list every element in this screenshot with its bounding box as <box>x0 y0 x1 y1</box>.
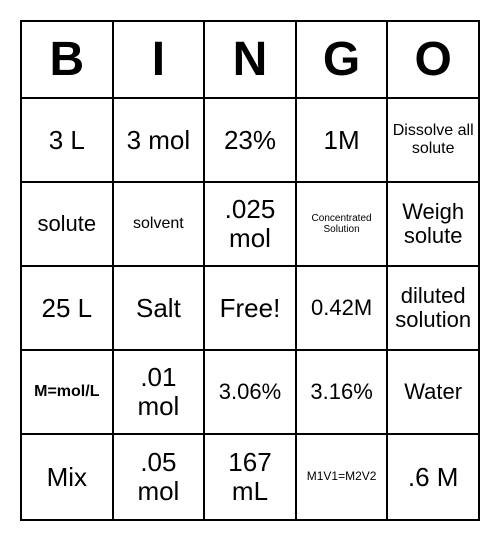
bingo-cell[interactable]: Free! <box>205 267 297 351</box>
grid-row: solutesolvent.025 molConcentrated Soluti… <box>22 183 478 267</box>
bingo-cell[interactable]: solvent <box>114 183 206 267</box>
bingo-cell[interactable]: M=mol/L <box>22 351 114 435</box>
bingo-cell[interactable]: Concentrated Solution <box>297 183 389 267</box>
bingo-cell[interactable]: diluted solution <box>388 267 478 351</box>
bingo-cell[interactable]: 23% <box>205 99 297 183</box>
bingo-card: B I N G O 3 L3 mol23%1MDissolve all solu… <box>20 20 480 521</box>
header-n: N <box>205 22 297 99</box>
bingo-cell[interactable]: .01 mol <box>114 351 206 435</box>
bingo-header-row: B I N G O <box>22 22 478 99</box>
bingo-cell[interactable]: Dissolve all solute <box>388 99 478 183</box>
bingo-cell[interactable]: 0.42M <box>297 267 389 351</box>
bingo-cell[interactable]: M1V1=M2V2 <box>297 435 389 519</box>
header-o: O <box>388 22 478 99</box>
bingo-cell[interactable]: Mix <box>22 435 114 519</box>
bingo-cell[interactable]: 3.16% <box>297 351 389 435</box>
bingo-cell[interactable]: 3.06% <box>205 351 297 435</box>
bingo-cell[interactable]: Weigh solute <box>388 183 478 267</box>
bingo-grid: 3 L3 mol23%1MDissolve all solutesoluteso… <box>22 99 478 519</box>
bingo-cell[interactable]: 3 L <box>22 99 114 183</box>
grid-row: 3 L3 mol23%1MDissolve all solute <box>22 99 478 183</box>
grid-row: Mix.05 mol167 mLM1V1=M2V2.6 M <box>22 435 478 519</box>
header-b: B <box>22 22 114 99</box>
bingo-cell[interactable]: 1M <box>297 99 389 183</box>
header-i: I <box>114 22 206 99</box>
bingo-cell[interactable]: .025 mol <box>205 183 297 267</box>
bingo-cell[interactable]: 167 mL <box>205 435 297 519</box>
grid-row: 25 LSaltFree!0.42Mdiluted solution <box>22 267 478 351</box>
header-g: G <box>297 22 389 99</box>
bingo-cell[interactable]: .6 M <box>388 435 478 519</box>
bingo-cell[interactable]: 3 mol <box>114 99 206 183</box>
bingo-cell[interactable]: Water <box>388 351 478 435</box>
bingo-cell[interactable]: .05 mol <box>114 435 206 519</box>
grid-row: M=mol/L.01 mol3.06%3.16%Water <box>22 351 478 435</box>
bingo-cell[interactable]: 25 L <box>22 267 114 351</box>
bingo-cell[interactable]: Salt <box>114 267 206 351</box>
bingo-cell[interactable]: solute <box>22 183 114 267</box>
